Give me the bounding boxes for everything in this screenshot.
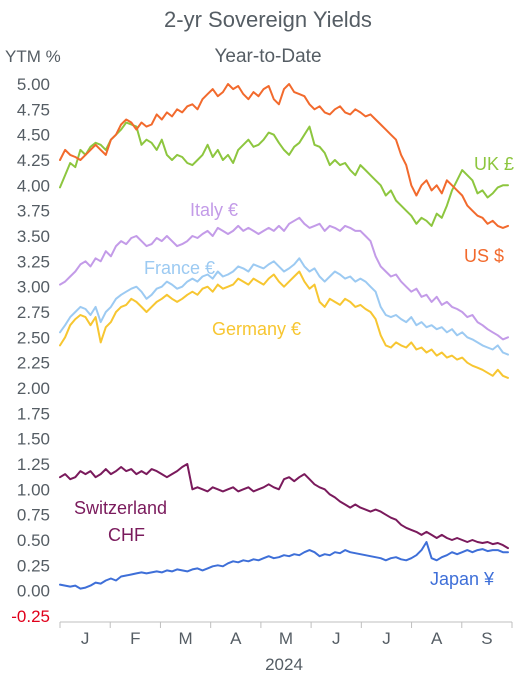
series-label-1: US $	[464, 246, 504, 266]
y-ticks: 5.00 4.75 4.50 4.25 4.00 3.75 3.50 3.25 3.00 2.75…	[11, 75, 50, 626]
y-tick-label: -0.25	[11, 607, 50, 626]
y-tick-label: 4.25	[17, 151, 50, 170]
y-tick-label: 4.50	[17, 126, 50, 145]
x-tick-label: J	[81, 629, 90, 648]
series-labels: UK £ US $ Italy € France € Germany € Switzerl…	[74, 154, 514, 589]
x-axis-label: 2024	[265, 655, 303, 674]
series-line-1	[59, 83, 509, 229]
series-label-3: France €	[144, 258, 215, 278]
series-label-2: Italy €	[190, 200, 238, 220]
y-tick-label: 1.25	[17, 455, 50, 474]
x-tick-label: M	[178, 629, 192, 648]
series-line-5	[59, 463, 509, 550]
chart-subtitle: Year-to-Date	[214, 46, 321, 67]
y-tick-label: 3.75	[17, 202, 50, 221]
series-line-2	[59, 216, 509, 341]
series-label-6: Japan ¥	[430, 569, 495, 589]
y-tick-label: 5.00	[17, 75, 50, 94]
y-tick-label: 4.00	[17, 176, 50, 195]
series-label-0: UK £	[474, 154, 514, 174]
x-tick-label: J	[382, 629, 391, 648]
y-tick-label: 1.75	[17, 404, 50, 423]
y-tick-label: 3.50	[17, 227, 50, 246]
y-tick-label: 0.25	[17, 556, 50, 575]
y-tick-label: 2.50	[17, 328, 50, 347]
y-tick-label: 0.75	[17, 506, 50, 525]
x-tick-label: M	[279, 629, 293, 648]
x-tick-label: F	[130, 629, 140, 648]
y-axis-label: YTM %	[5, 47, 61, 66]
series-line-3	[59, 257, 509, 356]
y-tick-label: 2.00	[17, 379, 50, 398]
x-tick-label: S	[481, 629, 492, 648]
y-tick-label: 4.75	[17, 100, 50, 119]
y-tick-label: 3.00	[17, 278, 50, 297]
y-tick-label: 3.25	[17, 252, 50, 271]
x-tick-label: A	[230, 629, 242, 648]
chart-title: 2-yr Sovereign Yields	[164, 7, 372, 32]
y-tick-label: 1.50	[17, 430, 50, 449]
series-label-4: Germany €	[212, 319, 301, 339]
series-line-4	[59, 270, 509, 379]
series-line-0	[59, 121, 509, 227]
series-label-5-line-1: CHF	[108, 525, 145, 545]
y-tick-label: 2.75	[17, 303, 50, 322]
x-tick-label: A	[431, 629, 443, 648]
y-tick-label: 1.00	[17, 480, 50, 499]
x-tick-label: J	[332, 629, 341, 648]
y-tick-label: 0.00	[17, 582, 50, 601]
y-tick-label: 2.25	[17, 354, 50, 373]
series-line-6	[59, 541, 509, 590]
series-lines	[59, 83, 509, 590]
series-label-5-line-0: Switzerland	[74, 498, 167, 518]
y-tick-label: 0.50	[17, 531, 50, 550]
